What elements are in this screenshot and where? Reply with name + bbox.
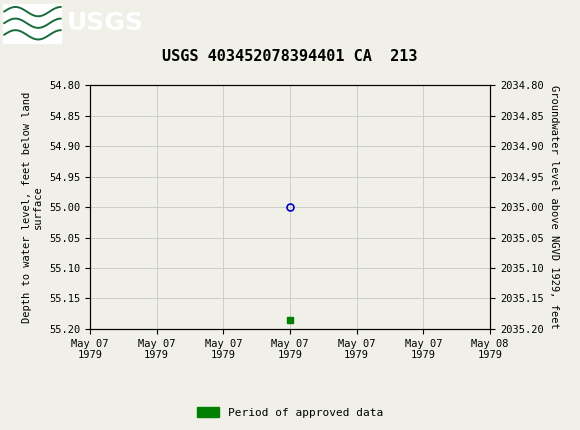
Text: USGS: USGS xyxy=(67,11,144,35)
Legend: Period of approved data: Period of approved data xyxy=(193,403,387,422)
FancyBboxPatch shape xyxy=(3,4,61,43)
Y-axis label: Depth to water level, feet below land
surface: Depth to water level, feet below land su… xyxy=(22,92,44,322)
Y-axis label: Groundwater level above NGVD 1929, feet: Groundwater level above NGVD 1929, feet xyxy=(549,85,559,329)
Text: USGS 403452078394401 CA  213: USGS 403452078394401 CA 213 xyxy=(162,49,418,64)
